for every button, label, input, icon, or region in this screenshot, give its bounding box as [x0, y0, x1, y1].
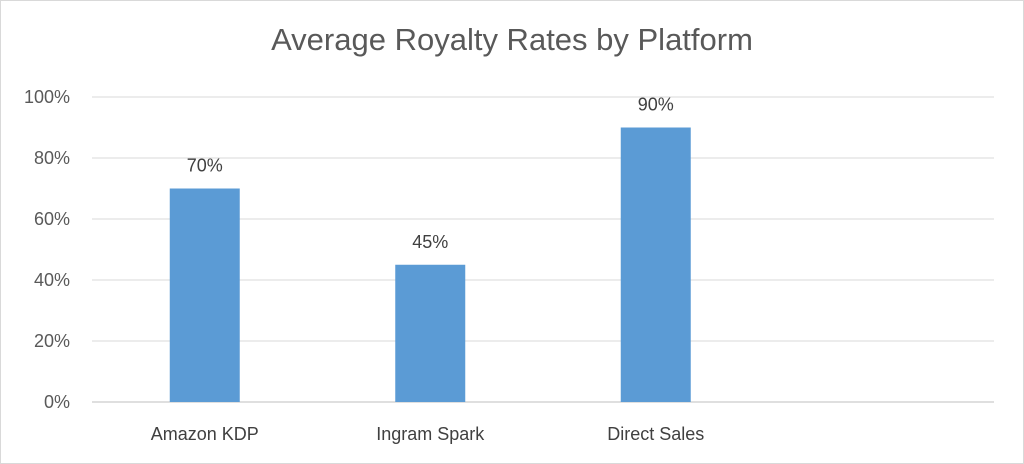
data-label: 45%	[412, 232, 448, 252]
y-tick-label: 60%	[34, 209, 70, 229]
x-tick-label: Direct Sales	[607, 424, 704, 444]
y-tick-label: 80%	[34, 148, 70, 168]
y-tick-label: 40%	[34, 270, 70, 290]
y-tick-label: 100%	[24, 87, 70, 107]
x-tick-label: Ingram Spark	[376, 424, 485, 444]
bar[interactable]	[169, 188, 240, 403]
y-tick-label: 0%	[44, 392, 70, 412]
data-label: 70%	[187, 156, 223, 176]
x-tick-label: Amazon KDP	[151, 424, 259, 444]
y-tick-label: 20%	[34, 331, 70, 351]
data-label: 90%	[638, 95, 674, 115]
bar[interactable]	[620, 127, 691, 403]
chart-title: Average Royalty Rates by Platform	[271, 22, 753, 57]
bar[interactable]	[395, 264, 466, 402]
